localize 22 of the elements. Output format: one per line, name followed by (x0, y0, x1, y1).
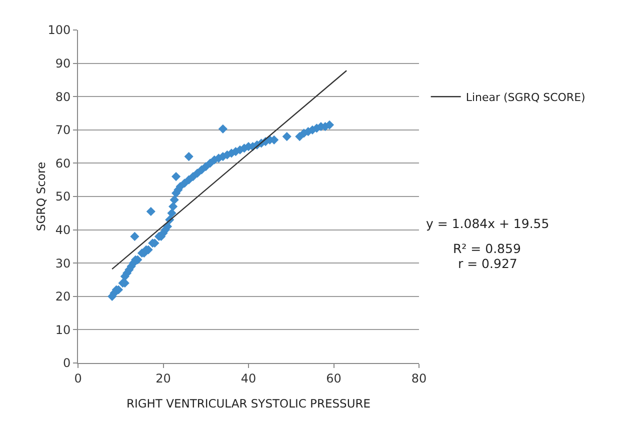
y-tick-label: 40 (55, 223, 71, 237)
y-tick-label: 80 (55, 90, 71, 104)
text: R² = 0.859 (453, 241, 521, 256)
y-axis-title: SGRQ Score (34, 162, 48, 232)
text: r = 0.927 (458, 256, 518, 271)
legend-label: Linear (SGRQ SCORE) (466, 90, 586, 104)
y-tick-label: 60 (55, 156, 71, 170)
y-tick-label: 10 (55, 322, 71, 337)
y-tick-label: 50 (55, 190, 71, 204)
y-tick-label: 100 (48, 23, 71, 38)
x-tick-label: 80 (411, 371, 427, 386)
x-tick-label: 40 (240, 371, 256, 386)
text: y = 1.084x + 19.55 (426, 216, 550, 231)
y-tick-label: 90 (55, 56, 71, 70)
y-tick-label: 0 (62, 356, 71, 370)
x-tick-label: 0 (74, 371, 82, 386)
y-tick-label: 70 (55, 123, 71, 138)
x-tick-label: 60 (326, 371, 342, 386)
y-tick-label: 30 (55, 256, 71, 270)
x-tick-label: 20 (156, 371, 171, 386)
y-tick-label: 20 (55, 290, 71, 304)
x-axis-title: RIGHT VENTRICULAR SYSTOLIC PRESSURE (126, 396, 371, 410)
